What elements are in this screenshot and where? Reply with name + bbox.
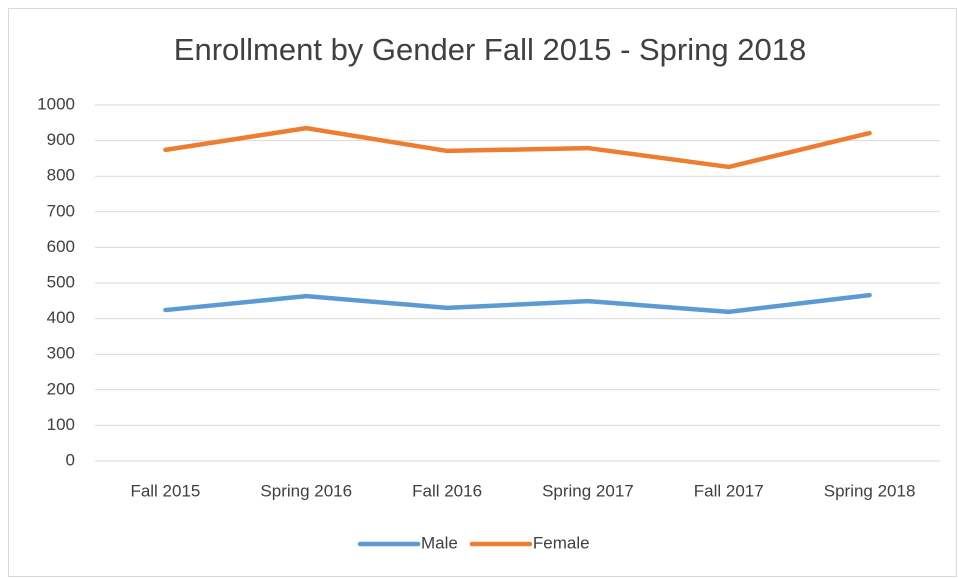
y-tick-label: 1000 [37, 94, 75, 113]
y-tick-label: 300 [47, 344, 75, 363]
x-tick-label: Fall 2017 [694, 481, 764, 500]
x-tick-label: Fall 2016 [412, 481, 482, 500]
line-series [163, 125, 872, 170]
chart-title: Enrollment by Gender Fall 2015 - Spring … [174, 32, 806, 67]
chart-border [8, 8, 957, 577]
x-tick-label: Fall 2015 [130, 481, 200, 500]
y-tick-label: 900 [47, 130, 75, 149]
line-series [163, 292, 872, 315]
legend-label: Male [421, 533, 458, 552]
x-tick-label: Spring 2017 [542, 481, 634, 500]
y-tick-label: 800 [47, 166, 75, 185]
y-tick-label: 400 [47, 308, 75, 327]
y-tick-label: 100 [47, 415, 75, 434]
legend-label: Female [533, 533, 590, 552]
y-tick-label: 700 [47, 201, 75, 220]
y-tick-label: 200 [47, 379, 75, 398]
x-tick-label: Spring 2016 [260, 481, 352, 500]
y-tick-label: 500 [47, 272, 75, 291]
y-tick-label: 0 [66, 450, 75, 469]
x-tick-label: Spring 2018 [824, 481, 916, 500]
y-tick-label: 600 [47, 237, 75, 256]
